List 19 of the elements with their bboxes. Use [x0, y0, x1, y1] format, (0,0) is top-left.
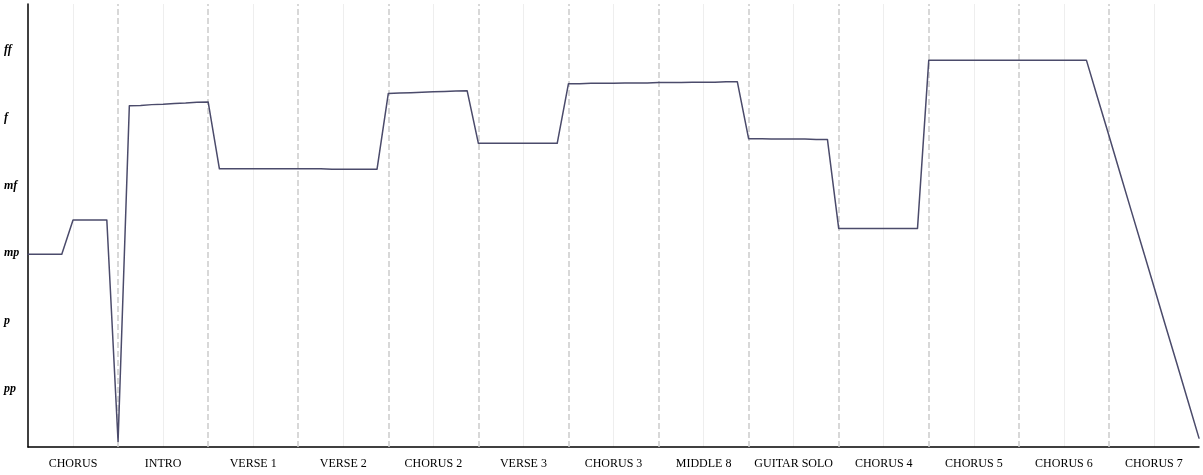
x-tick-label: CHORUS 4 [854, 456, 913, 470]
x-tick-label: CHORUS 7 [1125, 456, 1183, 470]
text: ff [4, 42, 13, 57]
x-tick-label: GUITAR SOLO [754, 456, 834, 470]
text: f [4, 109, 9, 124]
x-tick-label: VERSE 1 [229, 456, 277, 470]
text: p [3, 312, 10, 327]
x-tick-label: VERSE 2 [319, 456, 367, 470]
text: mf [4, 177, 19, 192]
x-tick-label: CHORUS 3 [584, 456, 643, 470]
x-tick-label: VERSE 3 [499, 456, 547, 470]
x-tick-label: MIDDLE 8 [675, 456, 732, 470]
x-tick-label: INTRO [144, 456, 182, 470]
x-tick-label: CHORUS 6 [1035, 456, 1093, 470]
x-tick-label: CHORUS [48, 456, 98, 470]
text: pp [3, 380, 16, 395]
text: mp [4, 245, 20, 260]
x-tick-label: CHORUS 5 [944, 456, 1003, 470]
x-tick-label: CHORUS 2 [404, 456, 463, 470]
